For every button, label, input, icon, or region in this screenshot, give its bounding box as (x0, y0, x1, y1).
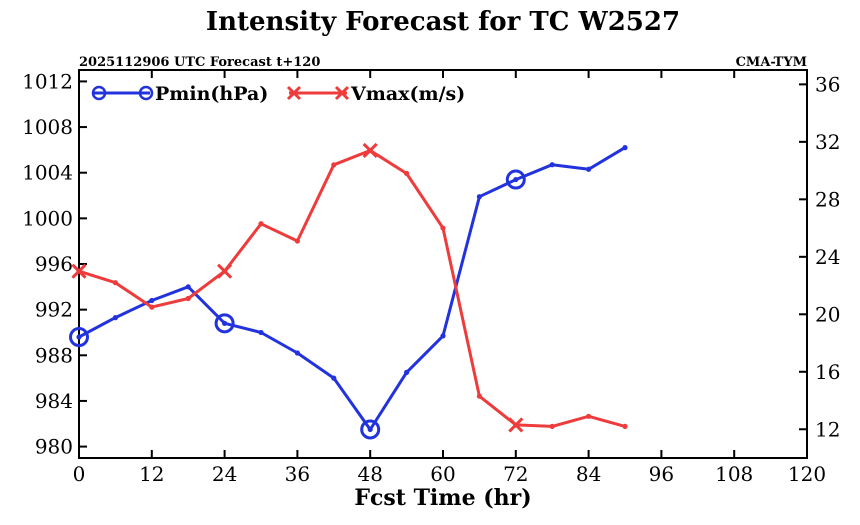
pmin-circle-marker (505, 169, 526, 190)
pmin-data-point (149, 297, 155, 304)
vmax-data-point (331, 162, 337, 168)
pmin-data-point (222, 320, 228, 326)
x-tick-label: 48 (357, 462, 382, 486)
model-name-label: CMA-TYM (736, 55, 807, 70)
vmax-x-marker (362, 142, 378, 159)
pmin-circle-marker (360, 419, 381, 440)
y-left-tick-label: 980 (35, 435, 73, 459)
y-right-tick-label: 20 (815, 302, 840, 326)
x-axis-label: Fcst Time (hr) (354, 485, 531, 511)
pmin-data-point (367, 426, 373, 433)
x-tick-label: 72 (503, 462, 528, 486)
pmin-data-point (294, 350, 300, 356)
y-left-tick-label: 984 (35, 389, 73, 413)
y-right-tick-label: 24 (815, 245, 840, 269)
vmax-data-point (112, 280, 118, 286)
pmin-data-point (476, 194, 482, 200)
x-tick-label: 120 (788, 462, 826, 486)
legend-pmin-marker-icon (91, 85, 107, 101)
vmax-data-point (549, 423, 555, 429)
y-left-tick-label: 1008 (22, 115, 73, 139)
y-left-tick-label: 992 (35, 298, 73, 322)
x-tick-label: 108 (715, 462, 753, 486)
x-tick-label: 60 (430, 462, 455, 486)
pmin-data-point (404, 369, 410, 376)
y-right-tick-label: 32 (815, 130, 840, 154)
pmin-data-point (76, 334, 82, 340)
vmax-data-point (586, 413, 592, 419)
y-left-tick-label: 1004 (22, 161, 73, 185)
vmax-data-point (440, 225, 446, 231)
vmax-x-marker (71, 263, 87, 279)
pmin-series-line (78, 146, 626, 431)
x-tick-label: 12 (139, 462, 164, 486)
pmin-data-point (258, 329, 264, 336)
pmin-data-point (549, 162, 555, 168)
y-right-tick-label: 12 (815, 417, 840, 441)
pmin-circle-marker (214, 313, 235, 334)
legend-pmin-marker-icon (138, 85, 154, 101)
vmax-x-marker (508, 417, 524, 433)
x-tick-label: 36 (285, 462, 310, 486)
pmin-data-point (112, 315, 118, 321)
vmax-data-point (622, 423, 628, 429)
pmin-circle-marker (69, 327, 89, 348)
legend-vmax-label: Vmax(m/s) (350, 83, 465, 105)
vmax-data-point (294, 238, 300, 244)
vmax-data-point (258, 221, 264, 227)
chart-title: Intensity Forecast for TC W2527 (206, 7, 680, 37)
pmin-data-point (185, 284, 191, 290)
x-tick-label: 24 (212, 462, 237, 486)
vmax-x-marker (217, 263, 233, 279)
vmax-data-point (185, 295, 191, 302)
series-layer (69, 142, 628, 440)
x-tick-label: 96 (649, 462, 674, 486)
legend-vmax-marker-icon (286, 85, 302, 101)
plot-frame (78, 69, 808, 459)
vmax-data-point (476, 393, 482, 399)
pmin-data-point (331, 375, 337, 381)
axes: 0 12 24 36 48 60 72 84 96 108 120 980 984 988 992 996 10… (22, 69, 840, 486)
y-left-tick-label: 988 (35, 343, 73, 367)
legend-vmax-marker-icon (334, 85, 350, 101)
pmin-data-point (513, 176, 519, 183)
y-right-tick-label: 28 (815, 187, 840, 211)
vmax-series-line (78, 149, 626, 428)
y-right-tick-label: 16 (815, 360, 840, 384)
y-left-tick-label: 996 (35, 252, 73, 276)
y-left-tick-label: 1012 (22, 69, 73, 93)
vmax-data-point (149, 304, 155, 310)
forecast-time-label: 2025112906 UTC Forecast t+120 (79, 55, 320, 70)
x-tick-label: 0 (73, 462, 86, 486)
x-tick-label: 84 (576, 462, 601, 486)
legend: Pmin(hPa) Vmax(m/s) (91, 83, 465, 105)
pmin-data-point (440, 333, 446, 339)
y-left-tick-label: 1000 (22, 206, 73, 230)
y-right-tick-label: 36 (815, 72, 840, 96)
pmin-data-point (622, 145, 628, 151)
pmin-data-point (586, 166, 592, 172)
legend-pmin-label: Pmin(hPa) (155, 83, 268, 105)
vmax-data-point (404, 170, 410, 177)
